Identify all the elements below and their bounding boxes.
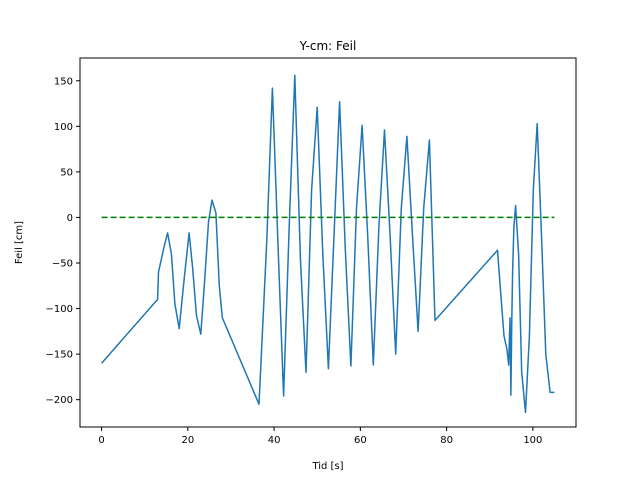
y-tick-label: 50 [60, 167, 73, 178]
plot-frame [79, 57, 577, 428]
x-tick-label: 40 [268, 435, 281, 446]
y-tick-label: −100 [46, 304, 73, 315]
series-line-0 [101, 74, 555, 414]
x-tick-label: 0 [98, 435, 104, 446]
y-tick-label: −200 [46, 395, 73, 406]
y-tick-label: −150 [46, 350, 73, 361]
x-tick-label: 80 [440, 435, 453, 446]
x-tick-label: 100 [523, 435, 542, 446]
x-tick-label: 60 [354, 435, 367, 446]
y-tick-label: 0 [67, 213, 73, 224]
y-tick-label: 150 [54, 76, 73, 87]
x-tick-label: 20 [181, 435, 194, 446]
plot-marks [101, 74, 555, 414]
x-axis-label: Tid [s] [311, 461, 343, 472]
y-axis-label: Feil [cm] [14, 221, 25, 264]
ticks: 0 20 40 60 80 100 −200 −150 −100 −50 0 50 100 150 [46, 76, 543, 446]
y-tick-label: 100 [54, 122, 73, 133]
y-tick-label: −50 [52, 259, 73, 270]
chart-title: Y-cm: Feil [299, 39, 357, 53]
